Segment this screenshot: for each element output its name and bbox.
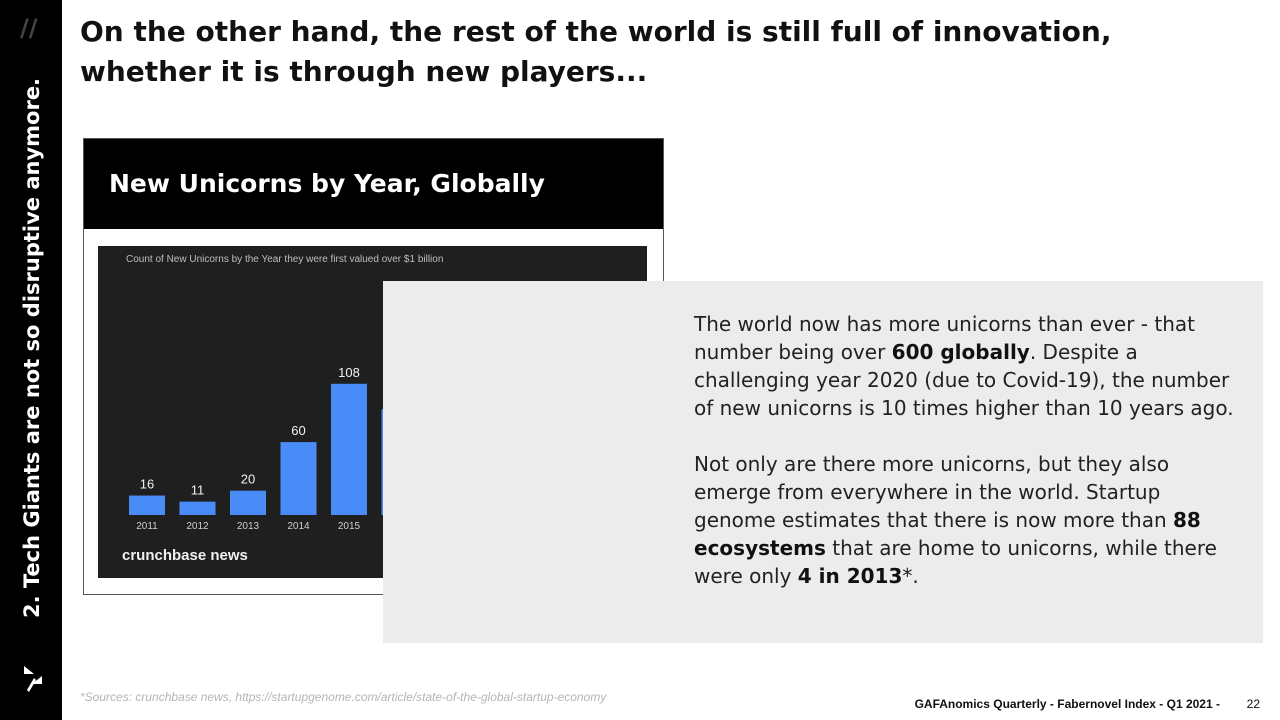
section-label: 2. Tech Giants are not so disruptive any… [20, 77, 44, 619]
highlight-text: 4 in 2013 [797, 564, 903, 588]
category-tick-label: 2011 [136, 521, 158, 532]
chart-card-header: New Unicorns by Year, Globally [84, 139, 663, 229]
bar-2011 [129, 495, 165, 515]
sidebar-slashes: // [20, 14, 38, 42]
bar-value-label: 11 [191, 483, 205, 498]
fabernovel-logo-icon [24, 666, 42, 692]
text-run: *. [902, 564, 919, 588]
sidebar: // 2. Tech Giants are not so disruptive … [0, 0, 62, 720]
category-tick-label: 2012 [186, 521, 209, 532]
page-title: On the other hand, the rest of the world… [80, 15, 1112, 88]
description-box [383, 281, 1263, 643]
category-tick-label: 2014 [287, 521, 310, 532]
bar-2013 [230, 490, 266, 515]
bar-value-label: 16 [140, 477, 154, 492]
text-run: Not only are there more unicorns, but th… [694, 452, 1174, 532]
sources-note: *Sources: crunchbase news, https://start… [80, 690, 607, 704]
text-run: . Despite a challenging year 2020 (due t… [694, 340, 1234, 420]
bar-value-label: 108 [338, 365, 360, 380]
bar-2014 [280, 442, 317, 515]
description-text: The world now has more unicorns than eve… [694, 310, 1234, 590]
bar-2015 [331, 383, 367, 515]
text-run: that are home to unicorns, while there w… [694, 536, 1217, 588]
page-number: 22 [1246, 697, 1260, 711]
bar-value-label: 60 [291, 423, 305, 438]
chart-source-label: crunchbase news [122, 547, 248, 564]
bar-value-label: 20 [241, 472, 255, 487]
chart-title: Count of New Unicorns by the Year they w… [126, 254, 443, 265]
footer-label: GAFAnomics Quarterly - Fabernovel Index … [914, 697, 1220, 711]
highlight-text: 88 ecosystems [694, 508, 1201, 560]
category-tick-label: 2015 [338, 521, 361, 532]
category-tick-label: 2013 [237, 521, 260, 532]
highlight-text: 600 globally [891, 340, 1030, 364]
chart-card-title: New Unicorns by Year, Globally [109, 169, 545, 198]
bar-2012 [179, 501, 216, 515]
paragraph-ecosystems: Not only are there more unicorns, but th… [694, 450, 1234, 590]
paragraph-unicorn-count: The world now has more unicorns than eve… [694, 310, 1234, 422]
text-run: The world now has more unicorns than eve… [694, 312, 1195, 364]
